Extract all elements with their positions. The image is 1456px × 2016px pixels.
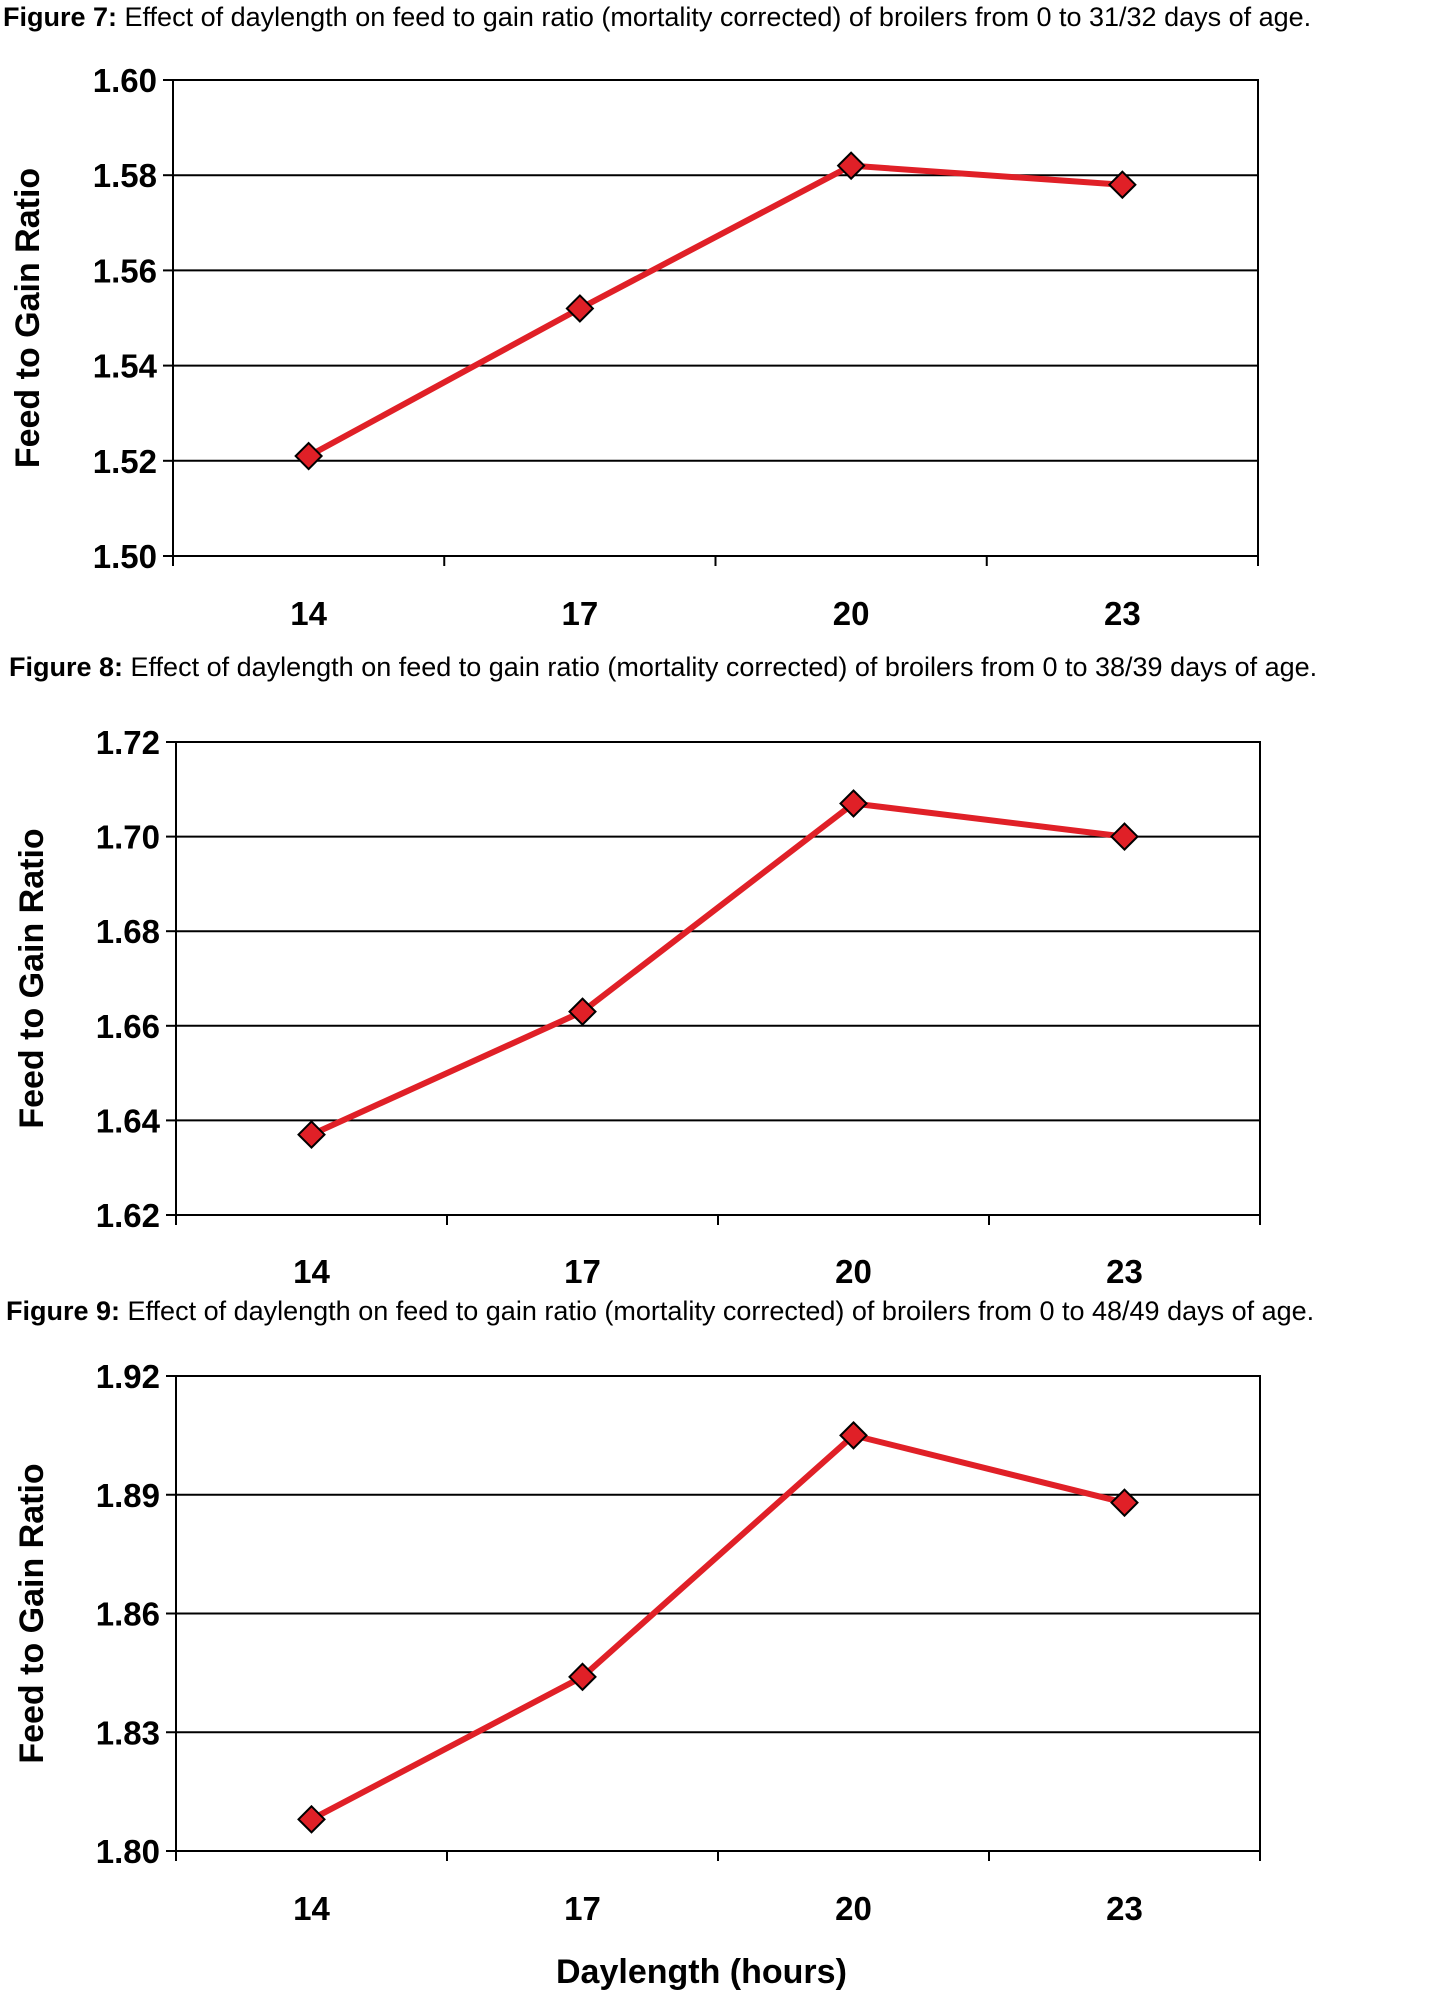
x-axis-title: Daylength (hours) [556,1953,847,1991]
y-tick-label: 1.62 [96,1197,160,1234]
y-tick-label: 1.68 [96,913,160,950]
x-tick-label: 23 [1104,595,1141,632]
plot-area-frame [175,741,1261,1216]
figure-9-chart: 1.80 1.83 1.86 1.89 1.92 14 17 20 23 Feed to Gain… [13,1358,1261,1927]
series-line [310,1432,1126,1822]
data-point-marker [1110,1488,1139,1518]
data-point-marker [565,294,595,323]
figure-9-caption-text: Effect of daylength on feed to gain rati… [127,1296,1315,1326]
figure-8-caption-text: Effect of daylength on feed to gain rati… [130,652,1318,682]
y-tick-label: 1.83 [96,1714,160,1751]
data-point-marker [294,441,324,471]
figure-7-caption: Figure 7: Effect of daylength on feed to… [3,2,1456,33]
x-tick-label: 20 [833,595,870,632]
y-tick-label: 1.50 [93,538,157,575]
data-point-marker [1110,822,1139,852]
figure-9-caption-prefix: Figure 9: [6,1296,121,1326]
y-tick-label: 1.54 [93,348,158,385]
figure-7-caption-prefix: Figure 7: [3,2,118,32]
y-axis-title: Feed to Gain Ratio [13,1463,51,1763]
x-tick-label: 17 [564,1253,601,1290]
y-tick-label: 1.64 [96,1102,161,1139]
y-tick-label: 1.80 [96,1833,160,1870]
figure-7-caption-text: Effect of daylength on feed to gain rati… [124,2,1312,32]
x-tick-label: 14 [290,595,327,632]
y-tick-label: 1.66 [96,1008,160,1045]
y-tick-label: 1.86 [96,1596,160,1633]
y-tick-label: 1.58 [93,157,157,194]
figure-8-chart: 1.62 1.64 1.66 1.68 1.70 1.72 14 17 20 23 Feed to … [13,724,1261,1290]
figure-8-caption: Figure 8: Effect of daylength on feed to… [9,652,1456,683]
data-point-marker [568,1662,597,1692]
figure-8-caption-prefix: Figure 8: [9,652,124,682]
figure-7-chart: 1.50 1.52 1.54 1.56 1.58 1.60 14 17 20 23 Feed to … [9,62,1259,632]
data-point-marker [297,1804,326,1834]
y-tick-label: 1.52 [93,443,157,480]
y-tick-label: 1.56 [93,252,157,289]
y-tick-label: 1.60 [93,62,157,99]
data-point-marker [836,151,866,181]
x-tick-label: 20 [835,1253,872,1290]
data-point-marker [297,1120,326,1150]
y-tick-label: 1.72 [96,724,160,761]
x-tick-label: 17 [564,1890,601,1927]
data-point-marker [1107,170,1137,200]
y-tick-label: 1.70 [96,819,160,856]
x-tick-label: 23 [1106,1253,1143,1290]
x-tick-label: 14 [293,1253,330,1290]
x-tick-label: 23 [1106,1890,1143,1927]
data-point-marker [839,1420,868,1450]
x-tick-label: 17 [562,595,599,632]
x-tick-label: 20 [835,1890,872,1927]
y-axis-title: Feed to Gain Ratio [9,168,47,468]
y-axis-title: Feed to Gain Ratio [13,828,51,1128]
x-tick-label: 14 [293,1890,330,1927]
data-point-marker [839,789,868,818]
y-tick-label: 1.92 [96,1358,160,1395]
data-point-marker [568,997,597,1027]
figure-9-caption: Figure 9: Effect of daylength on feed to… [6,1296,1456,1327]
y-tick-label: 1.89 [96,1477,160,1514]
series-line [307,162,1123,459]
series-line [310,800,1125,1138]
